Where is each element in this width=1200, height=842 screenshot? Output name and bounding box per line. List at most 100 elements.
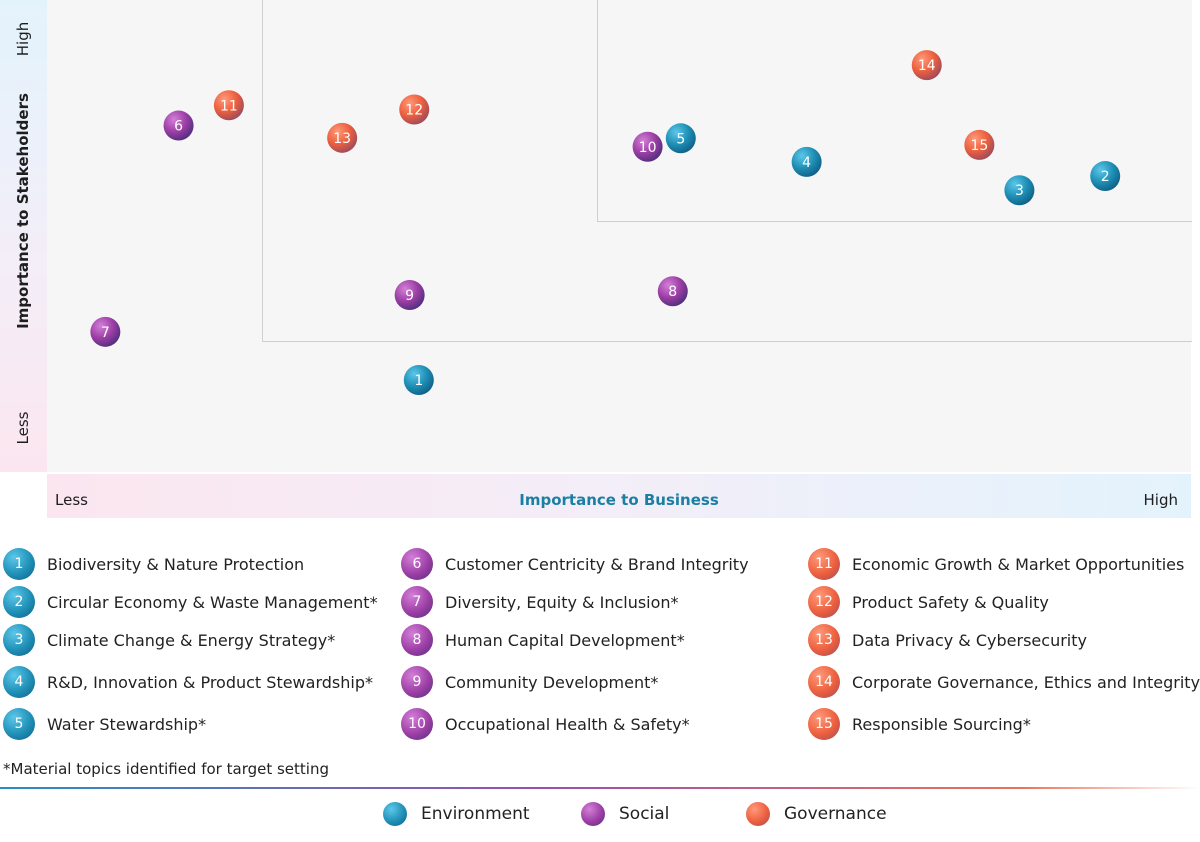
legend-number-badge: 15 xyxy=(808,708,840,740)
legend-number-badge: 8 xyxy=(401,624,433,656)
x-axis-band: Less Importance to Business High xyxy=(47,474,1191,518)
legend-number-badge: 1 xyxy=(3,548,35,580)
point-label: 7 xyxy=(101,325,110,341)
point-label: 2 xyxy=(1101,169,1110,185)
high-materiality-zone xyxy=(597,0,1192,222)
legend-label: Customer Centricity & Brand Integrity xyxy=(445,554,749,574)
legend-label: Responsible Sourcing* xyxy=(852,714,1031,734)
legend-label: Biodiversity & Nature Protection xyxy=(47,554,305,574)
legend-label: Water Stewardship* xyxy=(47,714,207,734)
legend-label: Economic Growth & Market Opportunities xyxy=(852,554,1185,574)
legend-label: Corporate Governance, Ethics and Integri… xyxy=(852,672,1200,692)
point-label: 6 xyxy=(174,119,183,135)
social-dot-icon xyxy=(581,802,605,826)
x-axis-high-label: High xyxy=(1143,491,1178,509)
legend-number-badge: 5 xyxy=(3,708,35,740)
environment-dot-icon xyxy=(383,802,407,826)
legend-number-badge: 10 xyxy=(401,708,433,740)
point-marker xyxy=(1090,161,1121,192)
legend-label: R&D, Innovation & Product Stewardship* xyxy=(47,672,373,692)
legend-number-badge: 2 xyxy=(3,586,35,618)
point-marker xyxy=(657,276,688,307)
point-marker xyxy=(791,146,822,177)
point-marker xyxy=(403,364,434,395)
legend-label: Data Privacy & Cybersecurity xyxy=(852,630,1087,650)
point-marker xyxy=(1004,175,1035,206)
point-label: 9 xyxy=(405,288,414,304)
data-point-13: 13 xyxy=(327,122,358,153)
legend-number-badge: 11 xyxy=(808,548,840,580)
legend-item: 7 Diversity, Equity & Inclusion* xyxy=(401,586,679,618)
category-key-environment: Environment xyxy=(383,802,530,826)
legend-item: 5 Water Stewardship* xyxy=(3,708,206,740)
point-label: 11 xyxy=(220,98,238,114)
data-point-10: 10 xyxy=(632,131,663,162)
data-point-3: 3 xyxy=(1004,175,1035,206)
point-marker xyxy=(394,280,425,310)
legend-number-badge: 4 xyxy=(3,666,35,698)
point-marker xyxy=(163,110,194,141)
point-marker xyxy=(327,122,358,153)
legend-number-badge: 7 xyxy=(401,586,433,618)
point-marker xyxy=(90,316,121,347)
legend-item: 14 Corporate Governance, Ethics and Integ… xyxy=(808,666,1200,698)
legend-item: 11 Economic Growth & Market Opportunities xyxy=(808,548,1184,580)
legend-item: 12 Product Safety & Quality xyxy=(808,586,1049,618)
legend-item: 8 Human Capital Development* xyxy=(401,624,685,656)
category-label: Environment xyxy=(421,804,530,824)
data-point-8: 8 xyxy=(657,276,688,307)
data-point-4: 4 xyxy=(791,146,822,177)
legend-item: 1 Biodiversity & Nature Protection xyxy=(3,548,304,580)
legend-label: Product Safety & Quality xyxy=(852,592,1049,612)
point-marker xyxy=(213,90,244,121)
legend-number-badge: 12 xyxy=(808,586,840,618)
category-label: Governance xyxy=(784,804,887,824)
point-label: 12 xyxy=(405,103,423,119)
legend-item: 3 Climate Change & Energy Strategy* xyxy=(3,624,335,656)
point-label: 10 xyxy=(639,140,657,156)
legend-number-badge: 3 xyxy=(3,624,35,656)
data-point-5: 5 xyxy=(665,123,696,154)
point-label: 5 xyxy=(676,131,685,147)
legend-item: 2 Circular Economy & Waste Management* xyxy=(3,586,378,618)
data-point-7: 7 xyxy=(90,316,121,347)
point-marker xyxy=(911,50,942,81)
point-label: 3 xyxy=(1015,183,1024,199)
category-key-governance: Governance xyxy=(746,802,887,826)
data-point-2: 2 xyxy=(1090,161,1121,192)
footnote: *Material topics identified for target s… xyxy=(3,760,329,778)
legend-label: Human Capital Development* xyxy=(445,630,685,650)
y-axis-band: High Importance to Stakeholders Less xyxy=(0,0,47,472)
data-point-11: 11 xyxy=(213,90,244,121)
data-point-9: 9 xyxy=(394,280,425,310)
point-marker xyxy=(665,123,696,154)
point-label: 15 xyxy=(970,138,988,154)
legend-item: 13 Data Privacy & Cybersecurity xyxy=(808,624,1087,656)
point-marker xyxy=(399,94,430,125)
legend-item: 10 Occupational Health & Safety* xyxy=(401,708,690,740)
point-label: 13 xyxy=(333,131,351,147)
point-label: 1 xyxy=(414,373,423,389)
data-point-6: 6 xyxy=(163,110,194,141)
data-point-1: 1 xyxy=(403,364,434,395)
legend-item: 4 R&D, Innovation & Product Stewardship* xyxy=(3,666,373,698)
x-axis-title: Importance to Business xyxy=(519,491,719,509)
legend-number-badge: 9 xyxy=(401,666,433,698)
legend-item: 6 Customer Centricity & Brand Integrity xyxy=(401,548,749,580)
data-point-14: 14 xyxy=(911,50,942,81)
legend-label: Climate Change & Energy Strategy* xyxy=(47,630,336,650)
data-point-12: 12 xyxy=(399,94,430,125)
legend-label: Circular Economy & Waste Management* xyxy=(47,592,378,612)
point-label: 14 xyxy=(918,58,936,74)
category-label: Social xyxy=(619,804,670,824)
legend-label: Community Development* xyxy=(445,672,659,692)
governance-dot-icon xyxy=(746,802,770,826)
point-marker xyxy=(964,129,995,160)
legend-number-badge: 14 xyxy=(808,666,840,698)
data-point-15: 15 xyxy=(964,129,995,160)
x-axis-less-label: Less xyxy=(55,491,88,509)
legend-number-badge: 6 xyxy=(401,548,433,580)
legend-label: Occupational Health & Safety* xyxy=(445,714,690,734)
category-key-social: Social xyxy=(581,802,669,826)
